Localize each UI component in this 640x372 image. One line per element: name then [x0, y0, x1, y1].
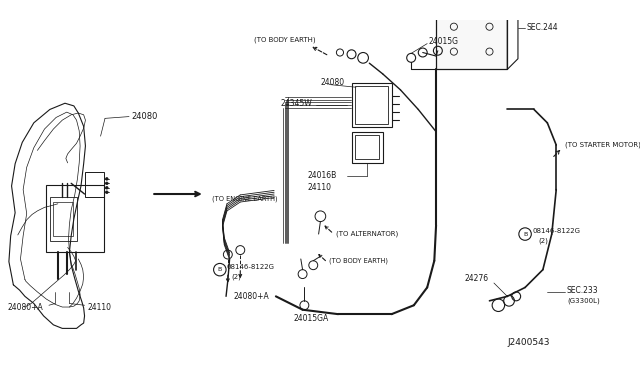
Bar — [84, 172, 104, 197]
Bar — [469, 0, 478, 4]
Text: J2400543: J2400543 — [508, 338, 550, 347]
Text: 24080: 24080 — [321, 78, 344, 87]
Text: 24015GA: 24015GA — [294, 314, 329, 323]
Bar — [351, 132, 383, 163]
Text: 24015G: 24015G — [429, 37, 459, 46]
Text: 08146-8122G: 08146-8122G — [227, 264, 275, 270]
Bar — [449, 0, 458, 4]
Text: B: B — [218, 267, 222, 272]
Text: 24080+A: 24080+A — [7, 302, 43, 311]
Text: (2): (2) — [538, 238, 548, 244]
Text: (TO ALTERNATOR): (TO ALTERNATOR) — [335, 231, 398, 237]
Text: 24276: 24276 — [465, 274, 489, 283]
Bar — [436, 7, 508, 70]
Circle shape — [106, 191, 108, 193]
Text: B: B — [523, 231, 527, 237]
Text: 24110: 24110 — [307, 183, 331, 192]
Bar — [46, 185, 104, 252]
Bar — [355, 86, 388, 124]
Bar — [351, 83, 392, 127]
Circle shape — [106, 182, 108, 185]
Bar — [53, 202, 73, 236]
Text: (2): (2) — [232, 273, 241, 280]
Text: 08146-8122G: 08146-8122G — [532, 228, 580, 234]
Text: (TO STARTER MOTOR): (TO STARTER MOTOR) — [565, 142, 640, 148]
Text: (G3300L): (G3300L) — [567, 298, 600, 304]
Bar — [50, 197, 77, 241]
Text: 24016B: 24016B — [307, 171, 336, 180]
Text: SEC.244: SEC.244 — [527, 23, 559, 32]
Text: (TO BODY EARTH): (TO BODY EARTH) — [330, 257, 388, 264]
Text: SEC.233: SEC.233 — [567, 286, 598, 295]
Text: (TO BODY EARTH): (TO BODY EARTH) — [253, 37, 316, 43]
Text: (TO ENGINE EARTH): (TO ENGINE EARTH) — [212, 195, 277, 202]
Text: 24080+A: 24080+A — [233, 292, 269, 301]
Text: 24080: 24080 — [132, 112, 158, 121]
Circle shape — [106, 177, 108, 180]
Bar — [488, 0, 497, 4]
Text: 24110: 24110 — [87, 302, 111, 311]
Circle shape — [106, 186, 108, 189]
Text: 24345W: 24345W — [280, 99, 312, 108]
Bar — [355, 135, 379, 159]
